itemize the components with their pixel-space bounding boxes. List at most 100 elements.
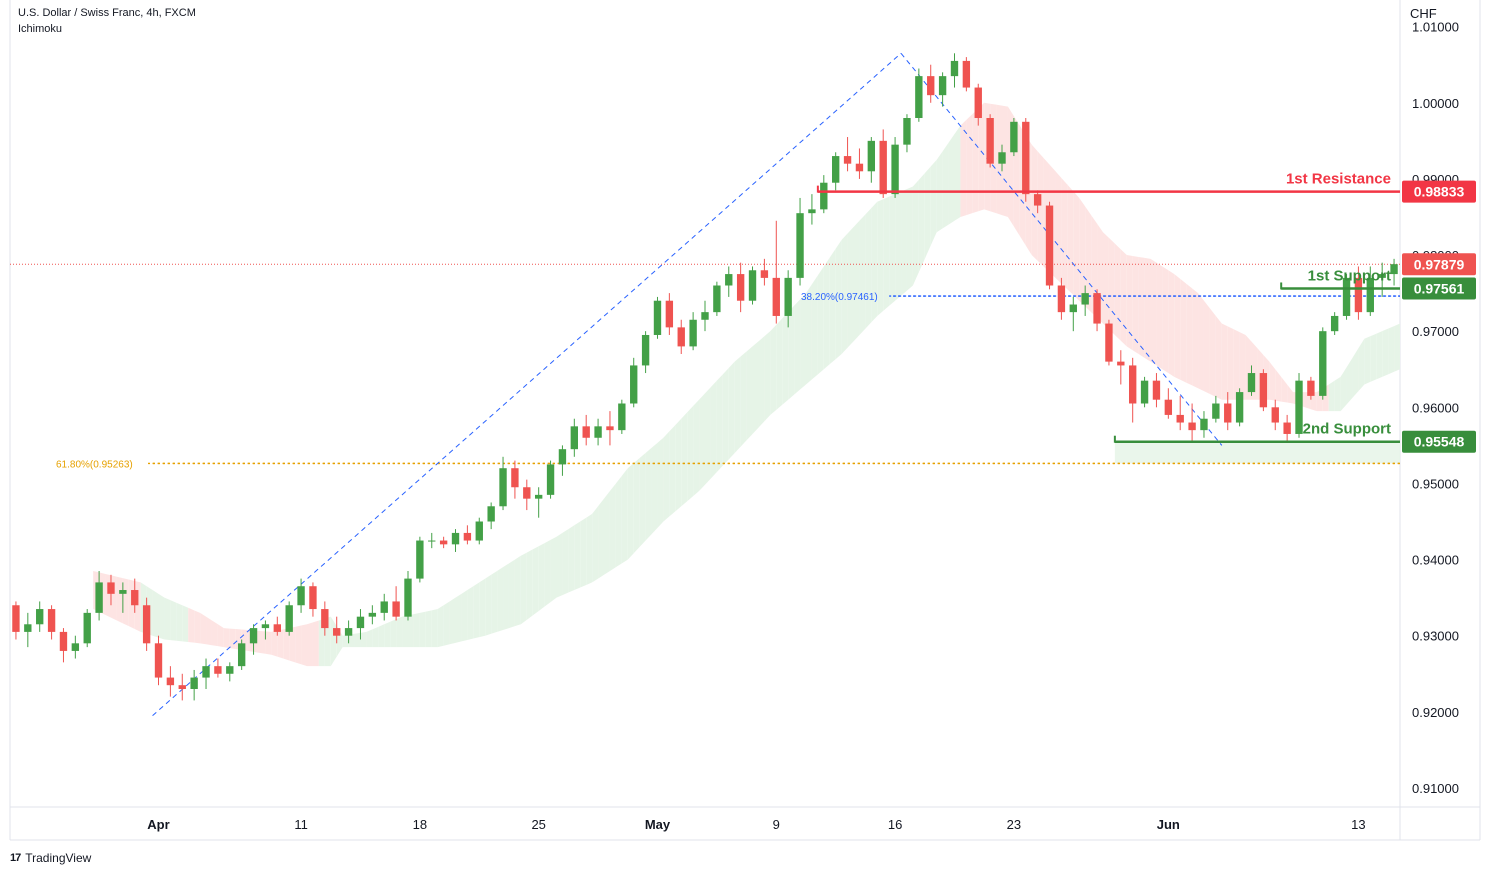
cloud-segment [407, 614, 414, 648]
cloud-segment [503, 563, 509, 630]
price-tick-label: 0.97000 [1412, 324, 1459, 339]
candle-body [1140, 380, 1149, 404]
cloud-segment [372, 626, 379, 648]
cloud-segment [580, 517, 587, 588]
time-tick-label: 16 [888, 817, 902, 832]
cloud-segment [841, 233, 848, 355]
time-tick-label: 23 [1007, 817, 1021, 832]
cloud-segment [1233, 329, 1240, 400]
candle-body [47, 609, 56, 632]
candle-body [1366, 277, 1374, 313]
cloud-segment [1275, 369, 1282, 402]
cloud-segment [847, 227, 854, 348]
cloud-segment [1174, 274, 1181, 380]
cloud-segment [924, 166, 931, 259]
cloud-segment [1388, 326, 1395, 375]
cloud-segment [960, 119, 967, 217]
cloud-segment [895, 191, 902, 301]
cloud-segment [1203, 300, 1210, 394]
candle-body [214, 666, 222, 674]
cloud-segment [598, 498, 605, 579]
candle-body [1259, 373, 1268, 408]
candle-body [998, 152, 1006, 164]
fib-label-fib382: 38.20%(0.97461) [801, 292, 878, 303]
candle-body [1117, 361, 1125, 366]
candle-body [534, 494, 543, 499]
candle-body [1283, 422, 1291, 434]
cloud-segment [782, 312, 789, 405]
candle-body [499, 468, 507, 507]
price-tag-text: 0.98833 [1414, 184, 1465, 200]
candle-body [107, 582, 115, 594]
cloud-segment [1091, 215, 1098, 318]
cloud-segment [1376, 331, 1383, 380]
cloud-segment [604, 491, 610, 575]
level-price-tag: 0.95548 [1402, 430, 1476, 453]
candle-body [1247, 373, 1256, 393]
cloud-segment [1162, 266, 1169, 374]
candle-body [760, 270, 769, 278]
cloud-segment [455, 593, 462, 643]
cloud-segment [1358, 338, 1365, 392]
brand-label: TradingView [25, 851, 92, 865]
cloud-segment [550, 536, 557, 603]
cloud-segment [930, 159, 937, 246]
price-tag-text: 0.95548 [1414, 434, 1465, 450]
cloud-segment [942, 142, 949, 229]
candle-body [867, 140, 876, 172]
candle-body [59, 631, 68, 651]
cloud-segment [693, 399, 700, 497]
cloud-segment [1328, 380, 1335, 412]
candle-body [641, 334, 650, 366]
cloud-segment [805, 284, 812, 385]
price-axis: 1.010001.000000.990000.980000.970000.960… [1410, 6, 1459, 796]
cloud-segment [669, 425, 676, 517]
indicator-label[interactable]: Ichimoku [18, 23, 63, 35]
candle-body [986, 118, 994, 164]
cloud-segment [211, 620, 218, 647]
fib-label-fib618: 61.80%(0.95263) [56, 459, 133, 470]
cloud-segment [758, 336, 765, 428]
cloud-segment [301, 624, 308, 667]
price-tick-label: 0.91000 [1412, 781, 1459, 796]
cloud-segment [1156, 262, 1163, 370]
cloud-segment [1346, 357, 1353, 405]
candle-body [1105, 323, 1113, 362]
cloud-segment [514, 555, 521, 627]
time-tick-label: 13 [1351, 817, 1365, 832]
candle-body [938, 76, 947, 96]
cloud-segment [705, 387, 711, 485]
cloud-segment [1126, 255, 1133, 351]
cloud-segment [526, 549, 533, 620]
cloud-segment [105, 573, 111, 618]
time-tick-label: May [645, 817, 671, 832]
candle-body [404, 578, 412, 617]
cloud-segment [1073, 191, 1080, 301]
price-tag-text: 0.97561 [1414, 280, 1465, 296]
cloud-segment [116, 576, 123, 624]
cloud-segment [348, 633, 355, 648]
candle-body [606, 426, 614, 431]
cloud-segment [324, 616, 331, 667]
cloud-segment [794, 299, 801, 395]
candle-body [368, 612, 377, 617]
cloud-segment [722, 367, 729, 466]
tradingview-logo[interactable]: 17 TradingView [10, 851, 91, 865]
cloud-segment [122, 578, 129, 627]
cloud-segment [657, 437, 664, 528]
cloud-segment [229, 628, 236, 650]
time-tick-label: 25 [531, 817, 545, 832]
cloud-segment [746, 346, 753, 441]
candle-body [570, 426, 578, 450]
cloud-segment [918, 173, 925, 273]
candle-body [249, 628, 258, 644]
candle-body [154, 643, 163, 678]
cloud-segment [699, 393, 705, 492]
candle-body [689, 319, 697, 347]
cloud-segment [491, 570, 498, 634]
cloud-segment [800, 293, 806, 390]
cloud-segment [1364, 336, 1371, 385]
candle-body [630, 365, 638, 404]
